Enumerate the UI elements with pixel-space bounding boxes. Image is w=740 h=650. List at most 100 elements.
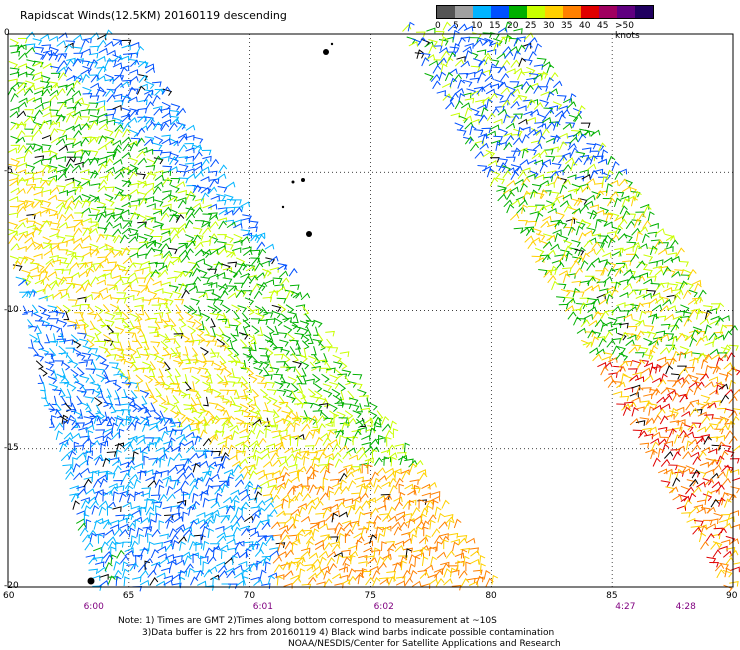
map-frame [7,33,734,588]
wind-barb [56,114,66,122]
wind-barb [407,499,417,506]
wind-barb [107,261,117,268]
wind-barb [247,497,258,504]
wind-barb [251,257,261,266]
wind-barb [291,538,301,545]
wind-barb [643,278,653,285]
wind-barb [428,44,437,54]
wind-barb [196,291,206,298]
wind-barb [164,312,171,323]
wind-barb [10,92,19,103]
wind-barb [469,37,480,43]
wind-barb [114,214,124,223]
wind-barb [513,37,522,47]
wind-barb [243,249,253,256]
wind-barb [346,466,355,475]
wind-barb [670,407,678,418]
wind-barb [52,389,62,396]
wind-barb [220,397,230,405]
wind-barb [276,361,286,367]
wind-barb [668,283,679,290]
wind-barb [178,569,186,580]
wind-barb [131,415,140,425]
wind-barb [672,451,682,461]
wind-barb [581,174,591,180]
wind-barb [95,374,106,383]
wind-barb [222,422,230,433]
wind-barb [590,284,601,291]
wind-barb [564,305,575,312]
wind-barb [165,304,172,314]
wind-barb [327,429,338,435]
wind-barb [93,326,102,336]
wind-barb [256,283,266,292]
wind-barb [253,422,262,432]
wind-barb [725,516,735,523]
wind-barb [63,66,73,76]
wind-barb [72,339,82,349]
wind-barb [264,502,275,511]
wind-barb [73,148,83,155]
wind-barb [504,34,512,45]
wind-barb [624,303,634,309]
wind-barb [226,538,236,545]
wind-barb [314,436,324,447]
wind-barb [9,179,19,187]
wind-barb [518,199,528,207]
wind-barb [694,296,704,305]
wind-barb [8,78,18,85]
wind-barb [360,500,370,509]
wind-barb [442,21,451,31]
wind-barb [630,241,641,249]
wind-barb [634,245,642,255]
wind-barb [107,379,117,386]
wind-barb [587,329,596,339]
wind-barb [418,498,424,509]
wind-barb [74,115,83,125]
wind-barb [708,332,718,341]
wind-barb [153,181,164,189]
wind-barb [153,327,160,337]
wind-barb [156,580,166,587]
wind-barb [704,364,712,375]
wind-barb [424,72,434,81]
wind-barb [121,39,132,46]
wind-barb [719,353,729,362]
wind-barb [168,213,178,223]
wind-barb [291,383,299,393]
wind-barb [41,312,51,321]
wind-barb [7,147,18,154]
wind-barb [210,327,216,337]
wind-barb [83,293,94,300]
wind-barb [530,189,538,199]
wind-barb [607,155,616,165]
wind-barb [650,345,658,355]
wind-barb [495,165,506,173]
wind-barb [355,539,363,550]
wind-barb [563,203,573,213]
wind-barb [185,212,196,221]
wind-barb [127,167,138,174]
wind-barb [504,50,514,59]
wind-barb [98,346,109,354]
wind-barb [586,143,597,150]
wind-barb [524,43,533,53]
wind-barb [122,472,131,482]
wind-barb [216,561,226,568]
wind-barb [80,60,91,67]
wind-barb [715,302,725,312]
wind-barb [687,298,698,306]
wind-barb [116,358,126,365]
wind-barb [145,226,155,235]
wind-barb [202,437,212,447]
wind-barb [656,396,666,404]
wind-barb [154,354,165,363]
wind-barb [94,490,103,501]
wind-barb [72,57,82,67]
wind-barb [441,499,450,509]
wind-barb [289,339,299,346]
wind-barb [210,501,220,509]
wind-barb [158,453,168,461]
wind-barb [704,381,714,388]
wind-barb [192,184,202,192]
